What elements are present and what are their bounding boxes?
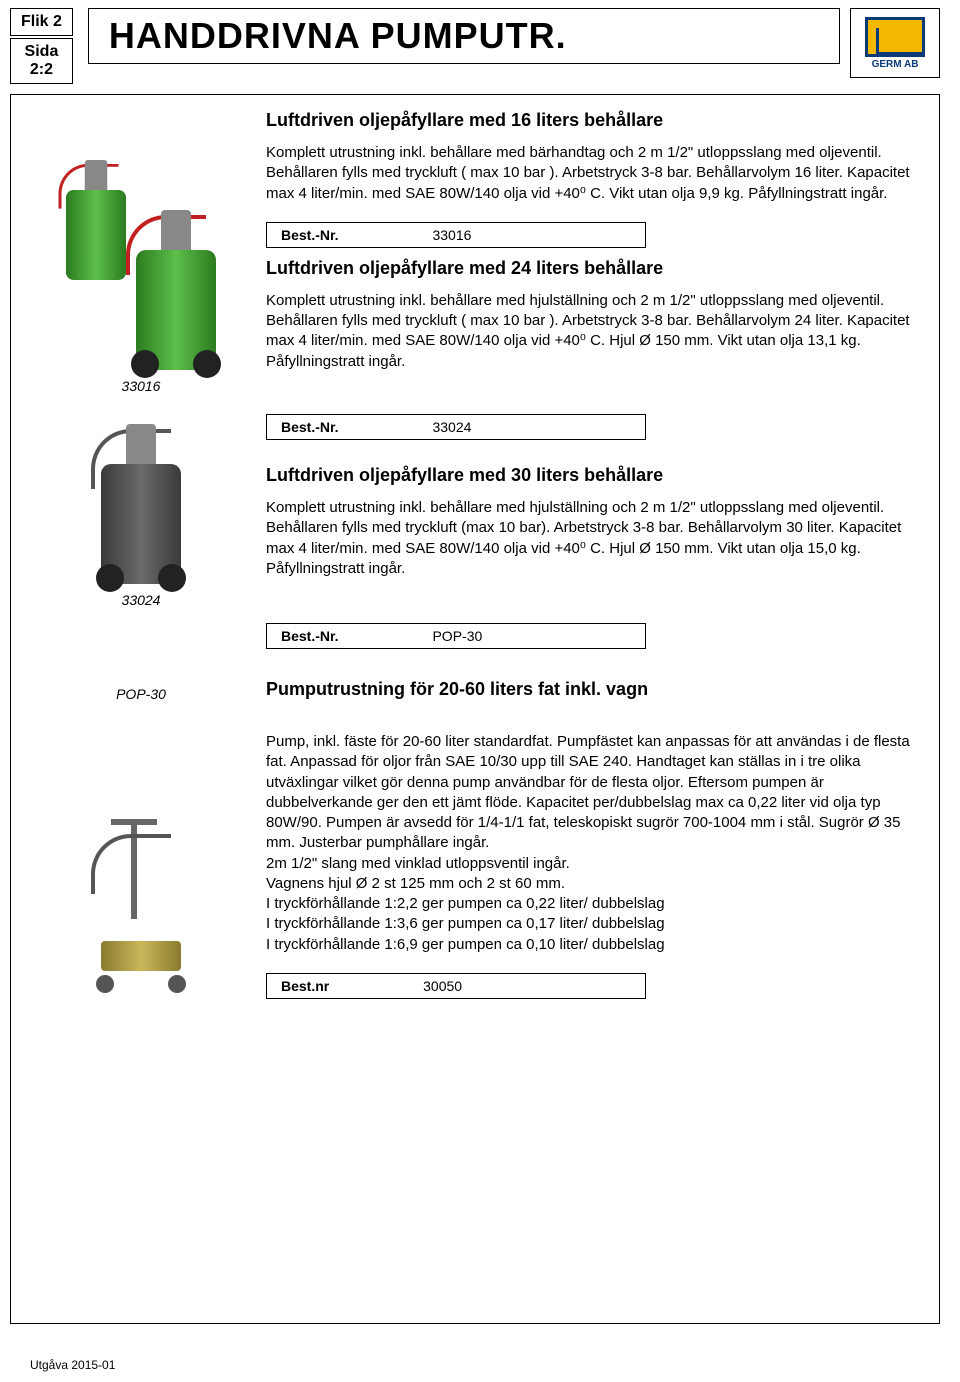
content-frame: 33016 Luftdriven oljepåfyllare med 16 li… [10,94,940,1324]
footer-edition: Utgåva 2015-01 [30,1358,115,1372]
bestnr-label-3: Best.-Nr. [281,628,339,644]
product-title-3: Luftdriven oljepåfyllare med 30 liters b… [266,465,919,486]
logo-text: GERM AB [872,59,919,70]
product-image-group [41,110,241,370]
image-label-33024: 33024 [122,592,161,608]
bestnr-box-3: Best.-Nr. POP-30 [266,623,646,649]
product-desc-3: Komplett utrustning inkl. behållare med … [266,498,919,579]
bestnr-label-1: Best.-Nr. [281,227,339,243]
product-image-33024 [86,414,196,584]
sida-label: Sida [25,43,59,60]
bestnr-label-4: Best.nr [281,978,329,994]
bestnr-box-1: Best.-Nr. 33016 [266,222,646,248]
image-label-pop30: POP-30 [116,686,166,702]
page-title-box: HANDDRIVNA PUMPUTR. [88,8,840,64]
product-title-4: Pumputrustning för 20-60 liters fat inkl… [266,679,919,700]
logo: GERM AB [850,8,940,78]
product-image-33024-secondary [121,200,231,370]
bestnr-value-2: 33024 [432,419,471,435]
sida-value: 2:2 [30,61,53,78]
bestnr-value-4: 30050 [423,978,462,994]
bestnr-value-1: 33016 [432,227,471,243]
bestnr-label-2: Best.-Nr. [281,419,339,435]
bestnr-value-3: POP-30 [432,628,482,644]
logo-icon [865,17,925,57]
product-desc-1: Komplett utrustning inkl. behållare med … [266,143,919,204]
sida-box: Sida 2:2 [10,38,73,84]
image-label-33016: 33016 [122,378,161,394]
page-title: HANDDRIVNA PUMPUTR. [109,15,819,57]
product-image-30050 [86,819,196,989]
bestnr-box-2: Best.-Nr. 33024 [266,414,646,440]
product-title-2: Luftdriven oljepåfyllare med 24 liters b… [266,258,919,279]
product-desc-2: Komplett utrustning inkl. behållare med … [266,291,919,372]
flik-label: Flik 2 [10,8,73,36]
product-desc-4: Pump, inkl. fäste för 20-60 liter standa… [266,732,919,955]
product-title-1: Luftdriven oljepåfyllare med 16 liters b… [266,110,919,131]
bestnr-box-4: Best.nr 30050 [266,973,646,999]
